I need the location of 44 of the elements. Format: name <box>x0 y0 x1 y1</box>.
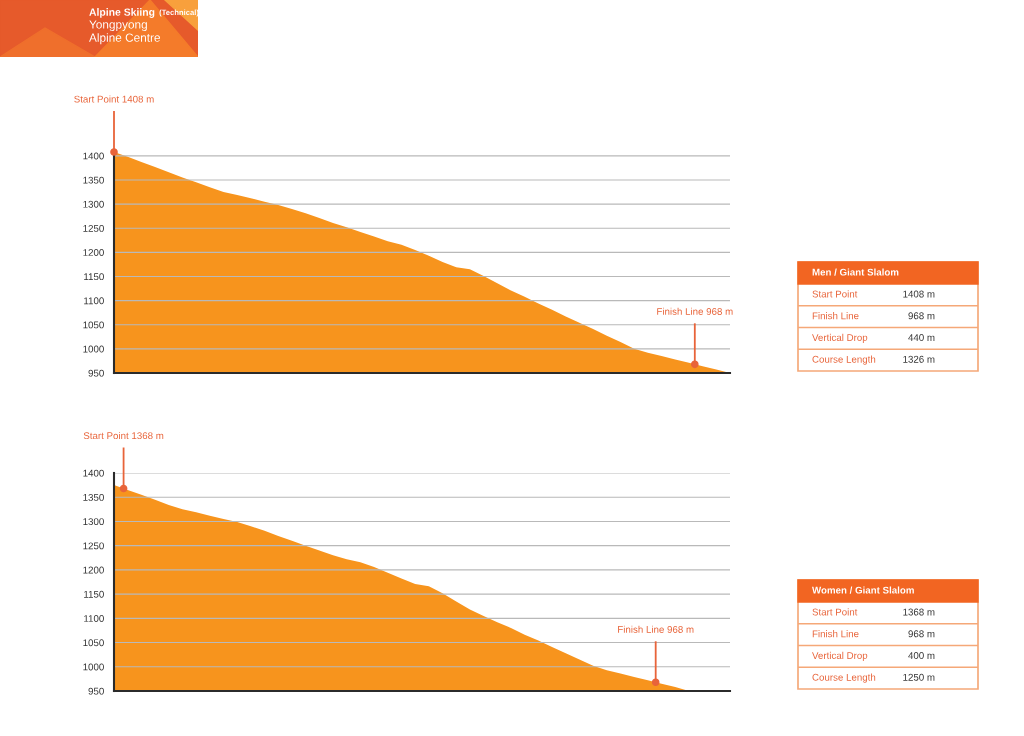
annotation: Start Point 1368 m <box>83 431 164 440</box>
text: Women / Giant Slalom <box>812 586 914 594</box>
y-tick-label: 1350 <box>83 493 104 501</box>
text: 400 m <box>908 652 935 659</box>
text: 1250 m <box>903 673 935 681</box>
text: Finish Line <box>812 312 859 320</box>
y-tick-label: 1250 <box>83 224 104 232</box>
text: Start Point <box>812 608 858 616</box>
annotation: Finish Line 968 m <box>657 307 733 315</box>
text: Vertical Drop <box>812 651 868 661</box>
y-tick-label: 1100 <box>84 615 104 622</box>
annotation: Start Point 1408 m <box>74 95 154 103</box>
y-tick-label: 1100 <box>84 297 104 305</box>
annotation: Finish Line 968 m <box>618 625 694 633</box>
y-tick-label: 1300 <box>83 518 104 526</box>
text: Start Point <box>812 290 858 298</box>
text: Finish Line <box>812 630 859 638</box>
text: Vertical Drop <box>812 333 868 343</box>
y-tick-label: 1400 <box>83 152 104 160</box>
y-tick-label: 1200 <box>83 566 104 574</box>
y-tick-label: 950 <box>88 687 104 695</box>
text: 440 m <box>908 334 935 341</box>
text: Men / Giant Slalom <box>812 268 899 276</box>
text: Course Length <box>812 355 876 365</box>
y-tick-label: 1250 <box>83 542 104 550</box>
y-tick-label: 1050 <box>83 321 104 329</box>
y-tick-label: 1350 <box>83 176 104 184</box>
y-tick-label: 950 <box>88 369 104 377</box>
text: 1326 m <box>903 355 935 363</box>
y-tick-label: 1000 <box>83 663 104 671</box>
text: Yongpyong Alpine Centre <box>89 20 161 45</box>
y-tick-label: 1300 <box>83 200 104 208</box>
text: 1368 m <box>903 608 935 616</box>
y-tick-label: 1050 <box>83 639 104 647</box>
y-tick-label: 1400 <box>83 469 104 477</box>
text: Course Length <box>812 673 876 683</box>
text: 1408 m <box>903 290 935 298</box>
text: 968 m <box>908 630 935 638</box>
y-tick-label: 1150 <box>84 590 104 598</box>
y-tick-label: 1200 <box>83 249 104 256</box>
text: Alpine Skiing <box>89 8 155 18</box>
y-tick-label: 1150 <box>84 273 104 281</box>
y-tick-label: 1000 <box>83 345 104 353</box>
text: 968 m <box>908 312 935 320</box>
